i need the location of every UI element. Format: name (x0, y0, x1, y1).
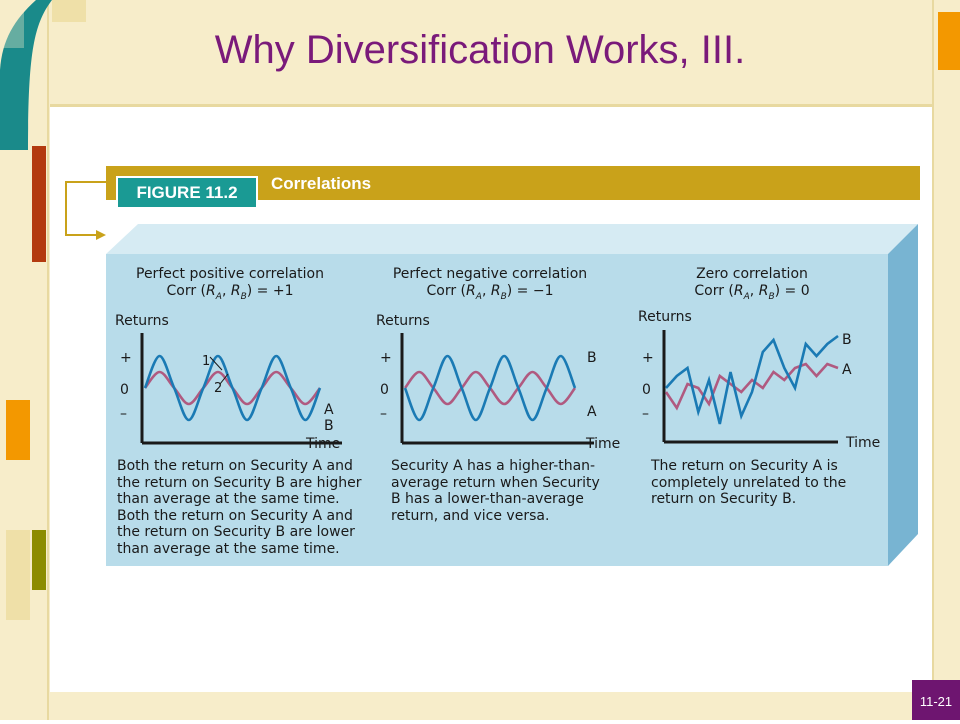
panel-3-series-b-line (665, 334, 839, 425)
panel-1-corr-rb-sub: B (240, 291, 247, 302)
panel-1-corr-ra-sub: A (215, 291, 222, 302)
panel-2-corr-suffix: ) = −1 (506, 283, 554, 299)
slide-title: Why Diversification Works, III. (214, 28, 746, 72)
panel-3-series-a-label: A (842, 362, 852, 378)
panel-3-zero-label: 0 (642, 382, 651, 398)
panel-2-corr: Corr (RA, RB) = −1 (370, 283, 610, 306)
panel-1-desc-line: the return on Security B are lower (117, 524, 355, 540)
left-block-olive (32, 530, 46, 590)
panel-2-x-axis-label: Time (585, 436, 620, 452)
panel-1-marker-2-leader (219, 373, 229, 385)
panel-2-corr-ra-sub: A (475, 291, 482, 302)
panel-3-corr-prefix: Corr ( (694, 283, 734, 299)
panel-3-y-axis-label: Returns (638, 309, 692, 325)
panel-1-corr: Corr (RA, RB) = +1 (110, 283, 350, 306)
left-block-cream-dark (6, 530, 30, 620)
panel-1-desc-line: than average at the same time. (117, 491, 340, 507)
panel-1-series-b-label: B (324, 418, 334, 434)
panel-2-desc-line: Security A has a higher-than- (391, 458, 596, 474)
right-frame-band (932, 0, 960, 720)
panel-2-title-text: Perfect negative correlation (392, 266, 588, 282)
panel-3-description: The return on Security A is completely u… (651, 458, 891, 508)
panel-1-marker-2: 2 (214, 381, 222, 396)
panel-1-description: Both the return on Security A and the re… (117, 458, 387, 557)
panel-1-marker-1-leader (209, 356, 223, 371)
right-frame-divider (932, 0, 934, 720)
panel-1-series-b-line (143, 354, 322, 422)
header-divider (0, 104, 960, 107)
panel-3-corr-sep: , (749, 283, 759, 299)
panel-1-plus-label: + (120, 350, 132, 366)
panel-1-marker-1: 1 (202, 354, 210, 369)
panel-2-desc-line: B has a lower-than-average (391, 491, 584, 507)
top-frame-band (0, 0, 960, 8)
panel-3-desc-line: completely unrelated to the (651, 474, 847, 491)
panel-2-description: Security A has a higher-than- average re… (391, 458, 631, 524)
panel-2-zero-label: 0 (380, 382, 389, 398)
panel-1-desc-line: than average at the same time. (117, 540, 340, 557)
panel-1-minus-label: – (120, 406, 127, 422)
panel-1-corr-prefix: Corr ( (166, 283, 207, 299)
panel-3-title-text: Zero correlation (696, 266, 808, 282)
panel-1-x-axis-label: Time (305, 436, 340, 452)
panel-3-corr-rb-sub: B (768, 291, 775, 302)
panel-2-desc-line: return, and vice versa. (391, 507, 550, 524)
panel-2-corr-rb-sub: B (500, 291, 507, 302)
panel-3-corr-ra: R (733, 283, 744, 299)
slide-number: 11-21 (912, 680, 960, 720)
panel-2-corr-prefix: Corr ( (426, 283, 467, 299)
panel-2-desc-line: average return when Security (391, 474, 600, 491)
panel-2-minus-label: – (380, 406, 387, 422)
panel-3-title: Zero correlation Corr (RA, RB) = 0 (632, 266, 872, 306)
right-block-orange (938, 12, 960, 70)
corner-swoosh-graphic (0, 0, 52, 150)
top-left-tab-1 (52, 0, 86, 22)
panel-2-corr-ra: R (466, 283, 476, 299)
panel-1-desc-line: the return on Security B are higher (117, 474, 362, 491)
panel-1-series-a-label: A (324, 402, 334, 418)
panel-3-minus-label: – (642, 406, 649, 422)
panel-2-series-b-line (403, 354, 577, 422)
bottom-frame-band (0, 692, 960, 720)
left-frame-divider (47, 0, 49, 720)
left-block-orange (6, 400, 30, 460)
figure-box (106, 224, 918, 566)
panel-2-plus-label: + (380, 350, 392, 366)
panel-2-corr-sep: , (481, 283, 491, 299)
panel-2-series-b-label: B (587, 350, 597, 366)
panel-3-x-axis-label: Time (845, 435, 880, 451)
left-block-rust (32, 146, 46, 262)
header-band (50, 8, 932, 104)
figure-label: FIGURE 11.2 (116, 176, 258, 209)
panel-3-desc-line: The return on Security A is (651, 458, 838, 474)
panel-3-plus-label: + (642, 350, 654, 366)
panel-1-corr-rb: R (230, 283, 241, 299)
panel-1-desc-line: Both the return on Security A and (117, 458, 353, 474)
panel-3-corr-ra-sub: A (743, 291, 750, 302)
panel-3-series-b-label: B (842, 332, 852, 348)
panel-2-title: Perfect negative correlation Corr (RA, R… (370, 266, 610, 306)
connector-arrow (65, 181, 106, 240)
panel-1-corr-sep: , (221, 283, 231, 299)
panel-1-desc-line: Both the return on Security A and (117, 507, 353, 524)
panel-3-corr-rb: R (758, 283, 769, 299)
panel-3-corr: Corr (RA, RB) = 0 (632, 283, 872, 306)
panel-1-y-axis-label: Returns (115, 313, 169, 329)
panel-1-corr-suffix: ) = +1 (246, 283, 294, 299)
panel-1-zero-label: 0 (120, 382, 129, 398)
panel-2-corr-rb: R (490, 283, 501, 299)
panel-1-corr-ra: R (206, 283, 216, 299)
panel-3-desc-line: return on Security B. (651, 491, 797, 507)
panel-2-series-a-label: A (587, 404, 597, 420)
panel-1-title: Perfect positive correlation Corr (RA, R… (110, 266, 350, 306)
panel-3-series-a-line (664, 362, 839, 411)
panel-1-title-text: Perfect positive correlation (136, 266, 324, 282)
figure-title: Correlations (271, 174, 372, 193)
panel-2-y-axis-label: Returns (376, 313, 430, 329)
panel-3-corr-suffix: ) = 0 (774, 283, 810, 299)
